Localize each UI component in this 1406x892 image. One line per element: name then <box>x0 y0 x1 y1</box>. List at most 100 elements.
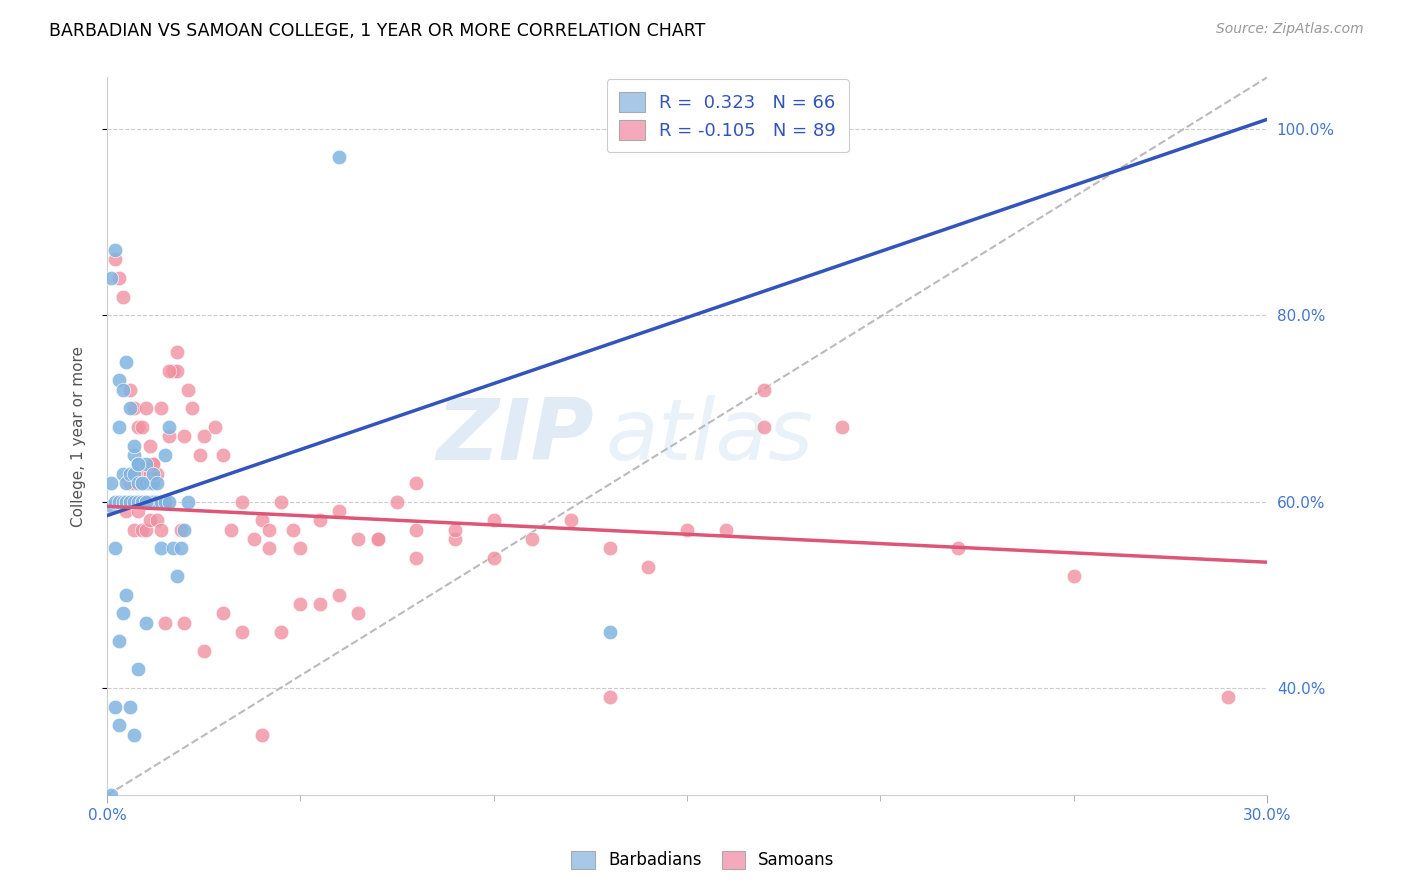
Point <box>142 458 165 472</box>
Point <box>173 615 195 630</box>
Point <box>173 429 195 443</box>
Point <box>444 532 467 546</box>
Point <box>107 420 129 434</box>
Point <box>131 475 153 490</box>
Point <box>219 523 242 537</box>
Point <box>135 458 157 472</box>
Point <box>120 383 142 397</box>
Point <box>831 420 853 434</box>
Point <box>104 541 127 556</box>
Point <box>100 789 122 803</box>
Point <box>290 597 312 611</box>
Point <box>135 475 157 490</box>
Point <box>135 401 157 416</box>
Point <box>231 625 253 640</box>
Point <box>270 494 292 508</box>
Point <box>131 475 153 490</box>
Text: Source: ZipAtlas.com: Source: ZipAtlas.com <box>1216 22 1364 37</box>
Point <box>153 615 176 630</box>
Point <box>120 699 142 714</box>
Point <box>135 615 157 630</box>
Point <box>122 475 145 490</box>
Point <box>107 634 129 648</box>
Point <box>405 475 427 490</box>
Point <box>131 494 153 508</box>
Point <box>162 364 184 378</box>
Point <box>111 467 134 481</box>
Point <box>308 597 330 611</box>
Point <box>157 420 180 434</box>
Point <box>385 494 408 508</box>
Point <box>127 467 149 481</box>
Point <box>181 401 204 416</box>
Point <box>153 494 176 508</box>
Point <box>193 644 215 658</box>
Point <box>127 494 149 508</box>
Point <box>243 532 266 546</box>
Point <box>599 690 621 705</box>
Point <box>308 513 330 527</box>
Point <box>290 541 312 556</box>
Point <box>153 494 176 508</box>
Point <box>122 401 145 416</box>
Point <box>100 271 122 285</box>
Point <box>122 728 145 742</box>
Point <box>1218 690 1240 705</box>
Point <box>166 364 188 378</box>
Point <box>560 513 582 527</box>
Point <box>599 625 621 640</box>
Point <box>169 523 191 537</box>
Point <box>131 420 153 434</box>
Point <box>157 494 180 508</box>
Point <box>169 541 191 556</box>
Point <box>131 523 153 537</box>
Point <box>153 448 176 462</box>
Point <box>754 420 776 434</box>
Point <box>150 494 173 508</box>
Point <box>111 607 134 621</box>
Legend: Barbadians, Samoans: Barbadians, Samoans <box>561 840 845 880</box>
Point <box>522 532 544 546</box>
Point <box>405 523 427 537</box>
Point <box>714 523 737 537</box>
Point <box>599 541 621 556</box>
Point <box>104 699 127 714</box>
Point <box>259 541 281 556</box>
Point <box>367 532 389 546</box>
Point <box>142 475 165 490</box>
Point <box>131 494 153 508</box>
Point <box>104 494 127 508</box>
Point <box>177 383 200 397</box>
Point <box>193 429 215 443</box>
Point <box>150 541 173 556</box>
Point <box>946 541 969 556</box>
Point <box>231 494 253 508</box>
Point <box>127 504 149 518</box>
Point <box>107 494 129 508</box>
Point <box>122 439 145 453</box>
Point <box>270 625 292 640</box>
Point <box>146 513 169 527</box>
Point <box>250 513 273 527</box>
Point <box>135 494 157 508</box>
Point <box>120 467 142 481</box>
Point <box>142 494 165 508</box>
Point <box>115 475 138 490</box>
Point <box>122 494 145 508</box>
Point <box>204 420 226 434</box>
Point <box>150 401 173 416</box>
Point <box>482 550 505 565</box>
Text: ZIP: ZIP <box>437 395 595 478</box>
Point <box>107 373 129 387</box>
Point <box>142 494 165 508</box>
Point <box>131 475 153 490</box>
Point <box>754 383 776 397</box>
Point <box>120 494 142 508</box>
Y-axis label: College, 1 year or more: College, 1 year or more <box>72 346 86 527</box>
Point <box>107 718 129 732</box>
Point <box>146 494 169 508</box>
Point <box>127 475 149 490</box>
Point <box>328 504 350 518</box>
Point <box>444 523 467 537</box>
Point <box>127 458 149 472</box>
